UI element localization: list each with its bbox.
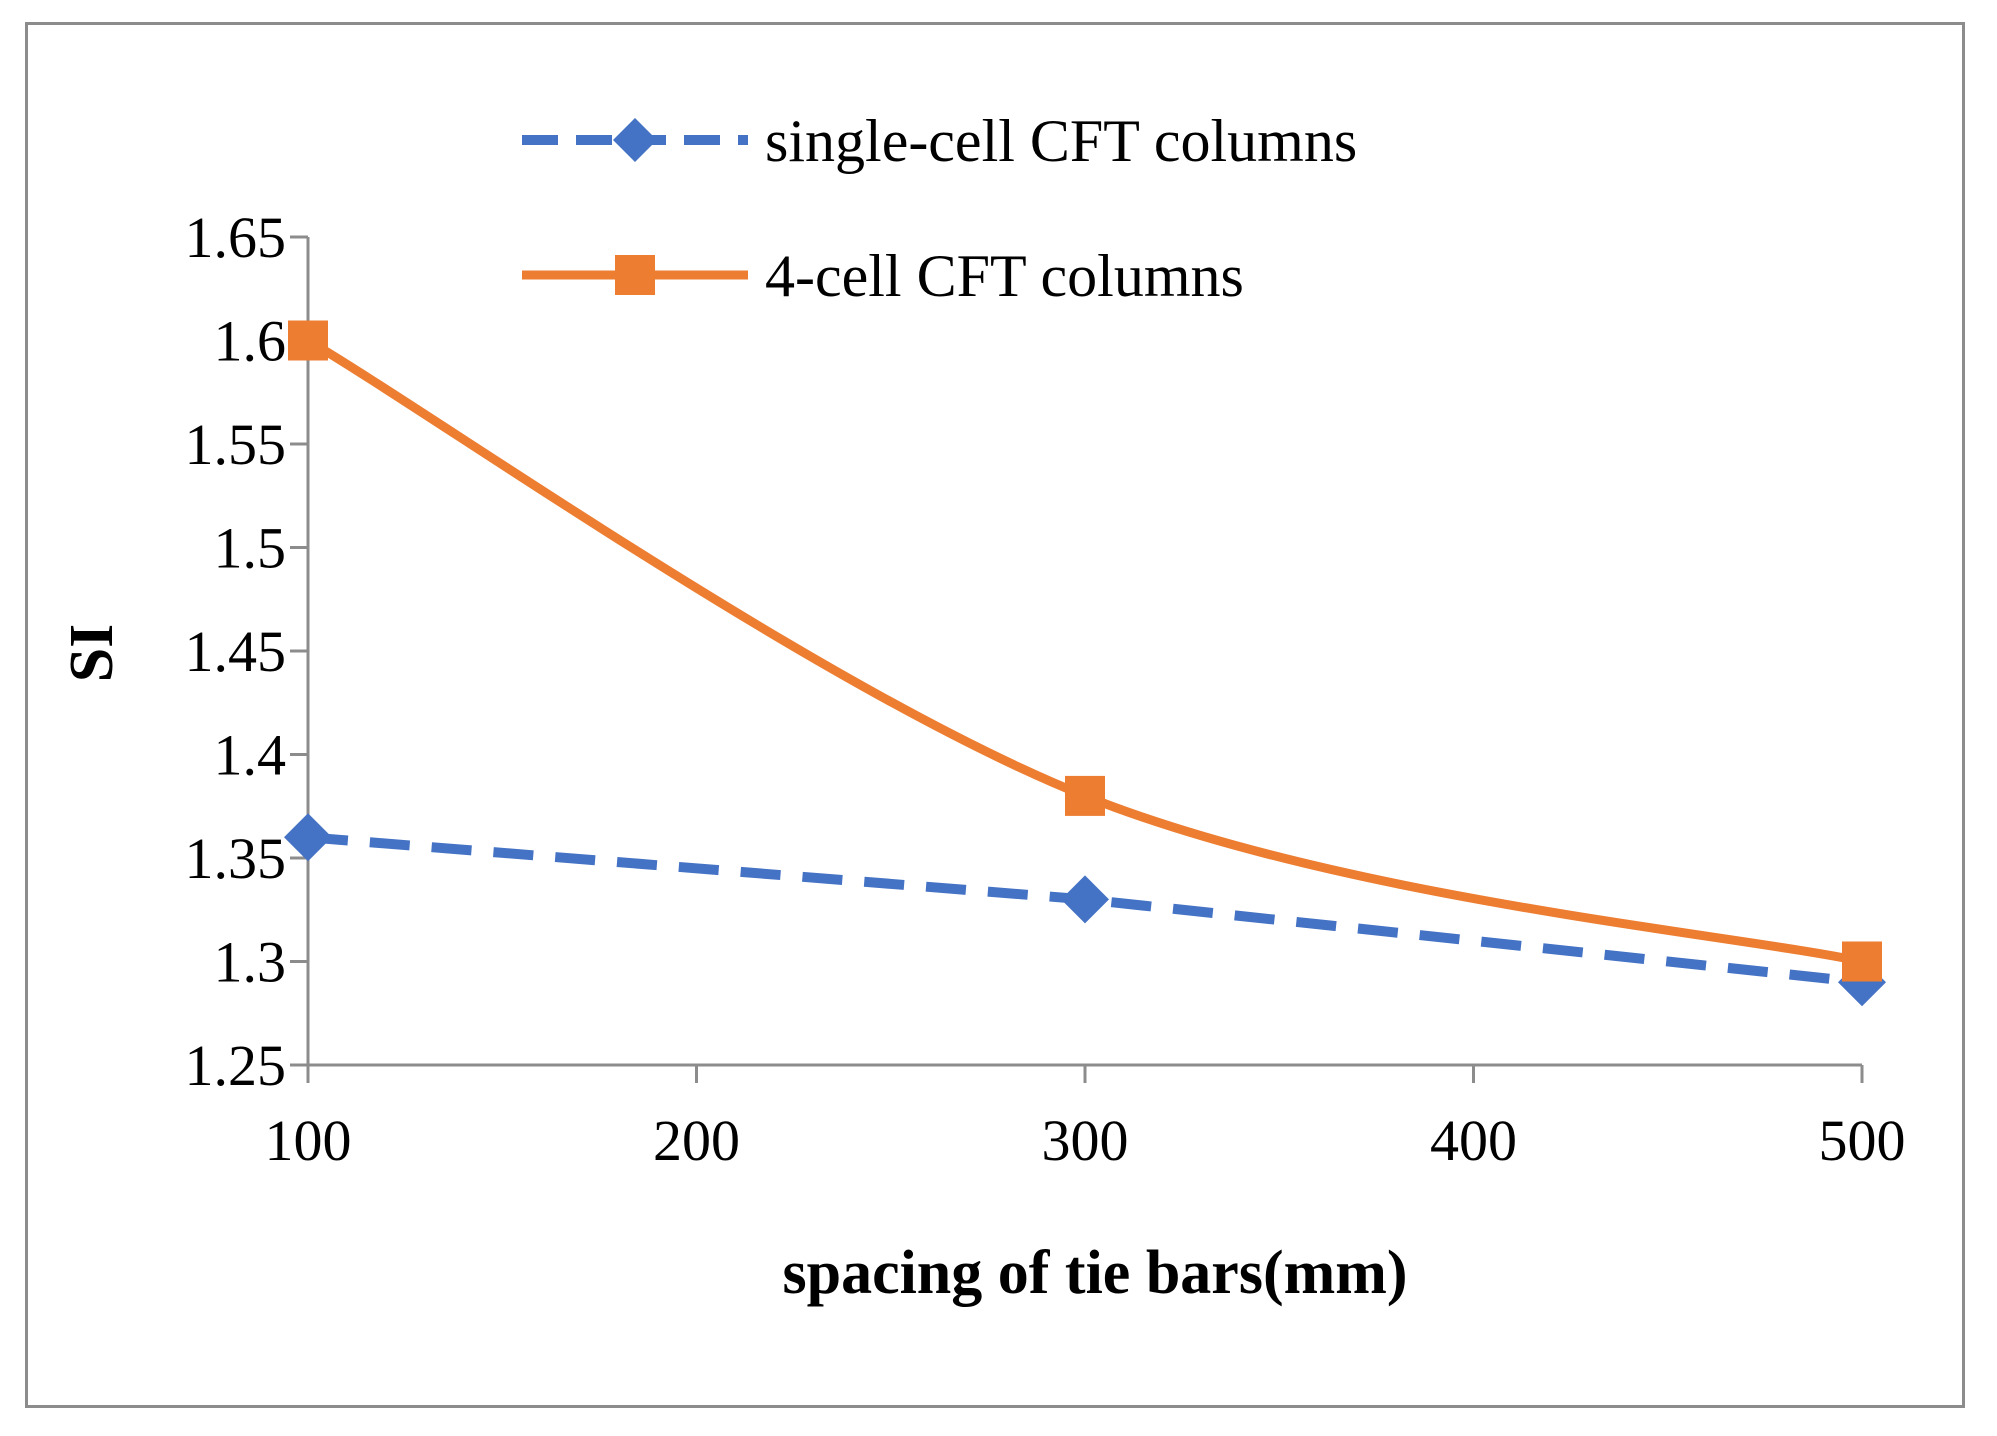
x-axis-title: spacing of tie bars(mm) (782, 1239, 1407, 1307)
y-tick-label: 1.3 (214, 930, 287, 995)
y-tick-label: 1.65 (185, 205, 287, 270)
series-layer (284, 320, 1886, 1007)
legend-marker-diamond (613, 118, 657, 162)
legend-marker-square (615, 255, 655, 295)
y-axis-ticks: 1.25 1.3 1.35 1.4 1.45 1.5 1.55 1.6 1.65 (185, 205, 308, 1098)
y-tick-label: 1.4 (214, 723, 287, 788)
y-tick-label: 1.55 (185, 412, 287, 477)
series-4-cell (288, 320, 1882, 982)
chart-frame (25, 22, 1965, 1408)
y-tick-label: 1.45 (185, 619, 287, 684)
data-point-square (1842, 941, 1882, 982)
legend: single-cell CFT columns 4-cell CFT colum… (522, 108, 1357, 309)
series-line (305, 336, 1863, 966)
legend-label-single-cell: single-cell CFT columns (765, 108, 1357, 174)
x-tick-label: 500 (1819, 1108, 1906, 1173)
x-tick-label: 400 (1430, 1108, 1517, 1173)
y-tick-label: 1.35 (185, 826, 287, 891)
y-axis-title: SI (58, 624, 126, 683)
data-point-square (1065, 775, 1105, 816)
x-axis-ticks: 100 200 300 400 500 (265, 1065, 1906, 1173)
legend-label-4-cell: 4-cell CFT columns (765, 243, 1244, 309)
data-point-diamond (1061, 875, 1109, 924)
x-tick-label: 300 (1042, 1108, 1129, 1173)
legend-item-4-cell: 4-cell CFT columns (522, 243, 1244, 309)
y-tick-label: 1.6 (214, 309, 287, 374)
series-single-cell (284, 813, 1886, 1007)
y-tick-label: 1.5 (214, 516, 287, 581)
x-tick-label: 200 (653, 1108, 740, 1173)
data-point-square (288, 320, 328, 361)
legend-item-single-cell: single-cell CFT columns (522, 108, 1357, 174)
data-point-diamond (284, 813, 332, 862)
chart-axes (306, 237, 1862, 1067)
x-tick-label: 100 (265, 1108, 352, 1173)
y-tick-label: 1.25 (185, 1033, 287, 1098)
